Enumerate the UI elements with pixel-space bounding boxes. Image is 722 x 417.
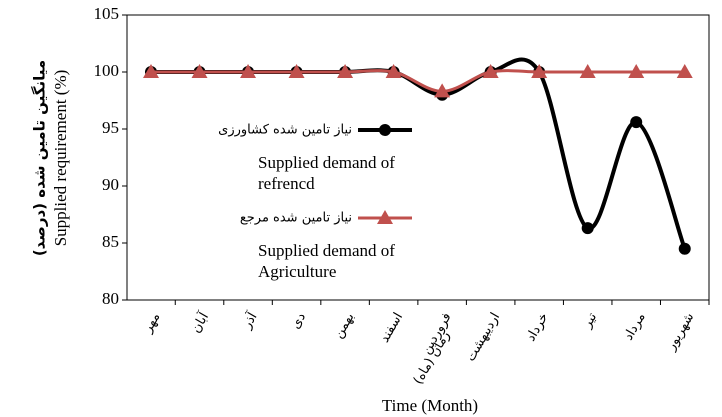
marker — [628, 64, 645, 78]
x-tick-label: مهر — [140, 310, 164, 336]
marker — [581, 222, 594, 235]
marker — [288, 64, 305, 78]
y-tick-label: 95 — [102, 118, 119, 137]
marker — [434, 83, 451, 98]
x-tick-label: مرداد — [621, 310, 649, 343]
marker — [377, 210, 393, 224]
marker — [337, 64, 354, 78]
marker — [191, 64, 208, 78]
marker — [676, 64, 693, 78]
y-axis-title-fa: میانگین تامین شده (درصد) — [31, 60, 49, 256]
x-tick-label: آبان — [187, 308, 213, 336]
x-tick-label: تیر — [579, 310, 600, 331]
y-axis-title: Supplied requirement (%) — [51, 70, 70, 247]
legend-description: Supplied demand of refrencd — [258, 153, 395, 193]
x-tick-label: آذر — [237, 308, 261, 332]
y-tick-label: 90 — [102, 175, 119, 194]
x-tick-label: بهمن — [331, 310, 358, 341]
marker — [482, 64, 499, 78]
marker — [579, 64, 596, 78]
x-tick-label: دی — [288, 310, 309, 332]
marker — [240, 64, 257, 78]
y-tick-label: 85 — [102, 232, 119, 251]
legend: نیاز تامین شده کشاورزی Supplied demand of… — [165, 112, 412, 292]
x-axis-title: Time (Month) — [382, 396, 478, 415]
marker — [678, 242, 691, 255]
legend-description: Supplied demand of Agriculture — [258, 241, 395, 281]
x-tick-label: اسفند — [377, 310, 406, 345]
legend-label: نیاز تامین شده کشاورزی — [218, 123, 352, 138]
x-tick-label: خرداد — [523, 310, 551, 344]
marker — [630, 116, 643, 129]
legend-label: نیاز تامین شده مرجع — [240, 211, 352, 226]
y-tick-label: 105 — [94, 4, 120, 23]
x-tick-label: شهریور — [663, 310, 697, 354]
x-tick-label: اردیبهشت — [463, 310, 503, 364]
marker — [379, 124, 391, 136]
y-tick-label: 100 — [94, 61, 120, 80]
marker — [385, 64, 402, 78]
y-tick-label: 80 — [102, 289, 119, 308]
marker — [531, 64, 548, 78]
legend-box — [165, 112, 355, 292]
marker — [143, 64, 159, 78]
